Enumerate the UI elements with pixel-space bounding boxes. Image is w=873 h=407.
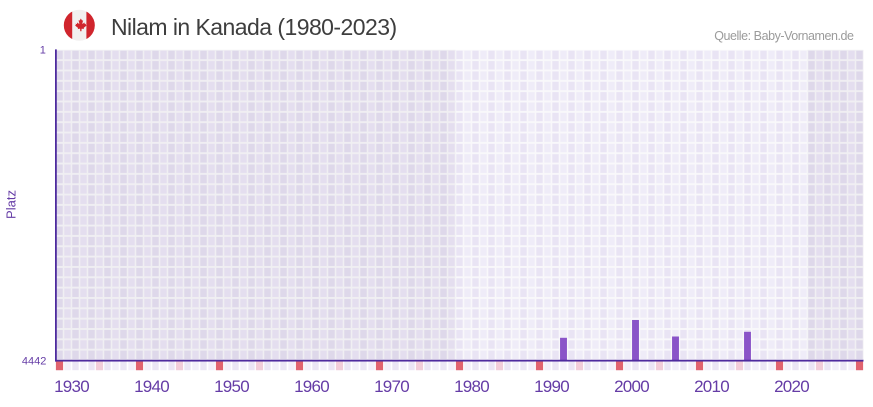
svg-text:1: 1 [40, 45, 46, 57]
svg-text:Platz: Platz [4, 190, 19, 219]
svg-text:1980: 1980 [454, 377, 489, 396]
svg-text:1930: 1930 [54, 377, 89, 396]
svg-text:Quelle: Baby-Vornamen.de: Quelle: Baby-Vornamen.de [714, 29, 854, 43]
svg-text:1950: 1950 [214, 377, 249, 396]
svg-text:1960: 1960 [294, 377, 329, 396]
svg-text:2010: 2010 [694, 377, 729, 396]
svg-text:1940: 1940 [134, 377, 169, 396]
svg-text:1990: 1990 [534, 377, 569, 396]
svg-text:4442: 4442 [22, 356, 46, 368]
svg-text:1970: 1970 [374, 377, 409, 396]
svg-text:2000: 2000 [614, 377, 649, 396]
svg-text:Nilam in Kanada (1980-2023): Nilam in Kanada (1980-2023) [111, 14, 397, 40]
svg-text:2020: 2020 [774, 377, 809, 396]
